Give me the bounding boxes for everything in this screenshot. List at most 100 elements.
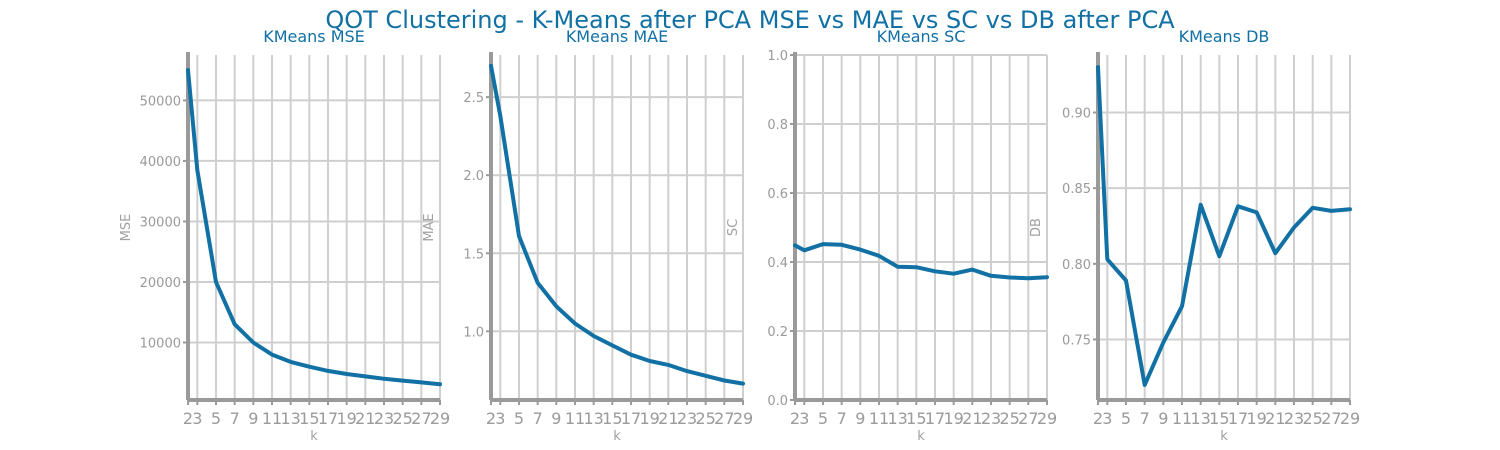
x-tick-label: 19 [336,409,356,428]
x-tick-label: 7 [837,409,847,428]
x-tick-label: 2 [790,409,800,428]
series-line [489,63,745,386]
x-tick-label: 9 [855,409,865,428]
y-tick-label: 0.4 [767,256,788,271]
x-axis-label: k [917,429,925,444]
chart-panel: 1.01.52.02.52 3 5 7 9 11131517192123252729KMe… [422,27,753,444]
x-tick-label: 17 [621,409,641,428]
x-tick-label: 11 [869,409,889,428]
y-tick-label: 0.0 [767,394,788,409]
figure-title: QOT Clustering - K-Means after PCA MSE v… [325,6,1175,34]
chart-title: KMeans MAE [566,27,668,46]
y-tick-label: 0.80 [1062,258,1091,273]
x-tick-label: 15 [299,409,319,428]
y-tick-label: 30000 [140,215,181,230]
x-tick-label: 11 [1172,409,1192,428]
y-tick-label: 2.5 [463,91,484,106]
x-tick-label: 17 [925,409,945,428]
x-tick-label: 27 [1321,409,1341,428]
x-tick-label: 13 [887,409,907,428]
x-tick-label: 15 [1209,409,1229,428]
x-tick-label: 11 [565,409,585,428]
y-axis-label: SC [726,219,741,236]
x-tick-label: 27 [714,409,734,428]
x-tick-label: 3 [799,409,809,428]
y-tick-label: 1.0 [767,49,788,64]
x-tick-label: 7 [533,409,543,428]
x-axis-label: k [613,429,621,444]
x-tick-label: 21 [1265,409,1285,428]
x-tick-label: 5 [514,409,524,428]
x-tick-label: 23 [1284,409,1304,428]
x-tick-label: 23 [374,409,394,428]
chart-title: KMeans MSE [263,27,365,46]
x-tick-label: 2 [1093,409,1103,428]
series-line [1096,65,1352,387]
x-tick-label: 23 [981,409,1001,428]
x-tick-label: 19 [1246,409,1266,428]
y-tick-label: 0.85 [1062,182,1091,197]
chart-panel: 0.00.20.40.60.81.02 3 5 7 9 11131517192123252… [726,27,1057,444]
chart-panel: 0.750.800.850.902 3 5 7 9 1113151719212325272… [1029,27,1360,444]
y-axis-label: MAE [422,213,437,241]
y-tick-label: 10000 [140,337,181,352]
x-tick-label: 13 [583,409,603,428]
x-tick-label: 15 [906,409,926,428]
x-tick-label: 3 [1102,409,1112,428]
x-tick-label: 2 [183,409,193,428]
x-tick-label: 25 [1302,409,1322,428]
x-tick-label: 9 [551,409,561,428]
y-tick-label: 1.0 [463,325,484,340]
y-axis-label: DB [1029,218,1044,237]
x-tick-label: 19 [639,409,659,428]
x-tick-label: 23 [677,409,697,428]
chart-title: KMeans DB [1179,27,1270,46]
x-tick-label: 3 [192,409,202,428]
x-tick-label: 5 [818,409,828,428]
x-axis-label: k [1220,429,1228,444]
x-tick-label: 29 [430,409,450,428]
x-tick-label: 5 [1121,409,1131,428]
x-tick-label: 13 [280,409,300,428]
series-line [793,242,1049,281]
x-tick-label: 7 [230,409,240,428]
y-tick-label: 0.90 [1062,107,1091,122]
x-tick-label: 29 [733,409,753,428]
x-tick-label: 17 [1228,409,1248,428]
x-tick-label: 2 [486,409,496,428]
series-line [186,68,442,387]
y-tick-label: 20000 [140,276,181,291]
y-tick-label: 50000 [140,94,181,109]
x-tick-label: 17 [318,409,338,428]
y-tick-label: 0.6 [767,187,788,202]
y-tick-label: 0.2 [767,325,788,340]
x-tick-label: 11 [262,409,282,428]
y-tick-label: 40000 [140,155,181,170]
x-tick-label: 27 [1018,409,1038,428]
x-tick-label: 21 [962,409,982,428]
x-tick-label: 21 [355,409,375,428]
x-tick-label: 3 [495,409,505,428]
x-tick-label: 27 [411,409,431,428]
x-tick-label: 25 [392,409,412,428]
x-axis-label: k [310,429,318,444]
x-tick-label: 25 [999,409,1019,428]
x-tick-label: 19 [943,409,963,428]
x-tick-label: 9 [248,409,258,428]
x-tick-label: 29 [1340,409,1360,428]
x-tick-label: 9 [1158,409,1168,428]
x-tick-label: 15 [602,409,622,428]
x-tick-label: 25 [695,409,715,428]
y-tick-label: 1.5 [463,247,484,262]
y-tick-label: 0.8 [767,118,788,133]
x-tick-label: 5 [211,409,221,428]
y-axis-label: MSE [119,214,134,242]
chart-title: KMeans SC [877,27,966,46]
y-tick-label: 2.0 [463,169,484,184]
x-tick-label: 7 [1140,409,1150,428]
x-tick-label: 13 [1190,409,1210,428]
x-tick-label: 29 [1037,409,1057,428]
